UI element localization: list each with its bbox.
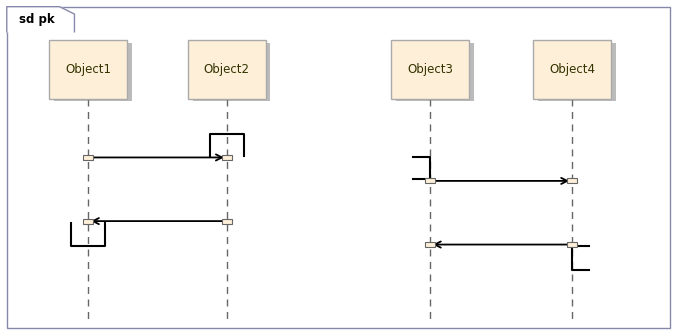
Text: Object4: Object4 — [549, 63, 595, 76]
Bar — [538, 43, 616, 101]
Bar — [395, 43, 474, 101]
Bar — [188, 40, 265, 99]
Bar — [567, 178, 577, 184]
Bar — [222, 218, 232, 224]
Bar — [425, 242, 435, 247]
Text: Object3: Object3 — [407, 63, 453, 76]
Bar — [83, 218, 93, 224]
Bar — [49, 40, 127, 99]
Bar — [567, 242, 577, 247]
Text: sd pk: sd pk — [19, 13, 54, 26]
Bar — [391, 40, 468, 99]
Bar — [222, 155, 232, 160]
Bar — [54, 43, 131, 101]
Bar — [83, 155, 93, 160]
Bar — [425, 178, 435, 184]
Bar — [533, 40, 611, 99]
Polygon shape — [7, 7, 74, 32]
Text: Object1: Object1 — [65, 63, 111, 76]
Text: Object2: Object2 — [204, 63, 250, 76]
Bar — [193, 43, 271, 101]
